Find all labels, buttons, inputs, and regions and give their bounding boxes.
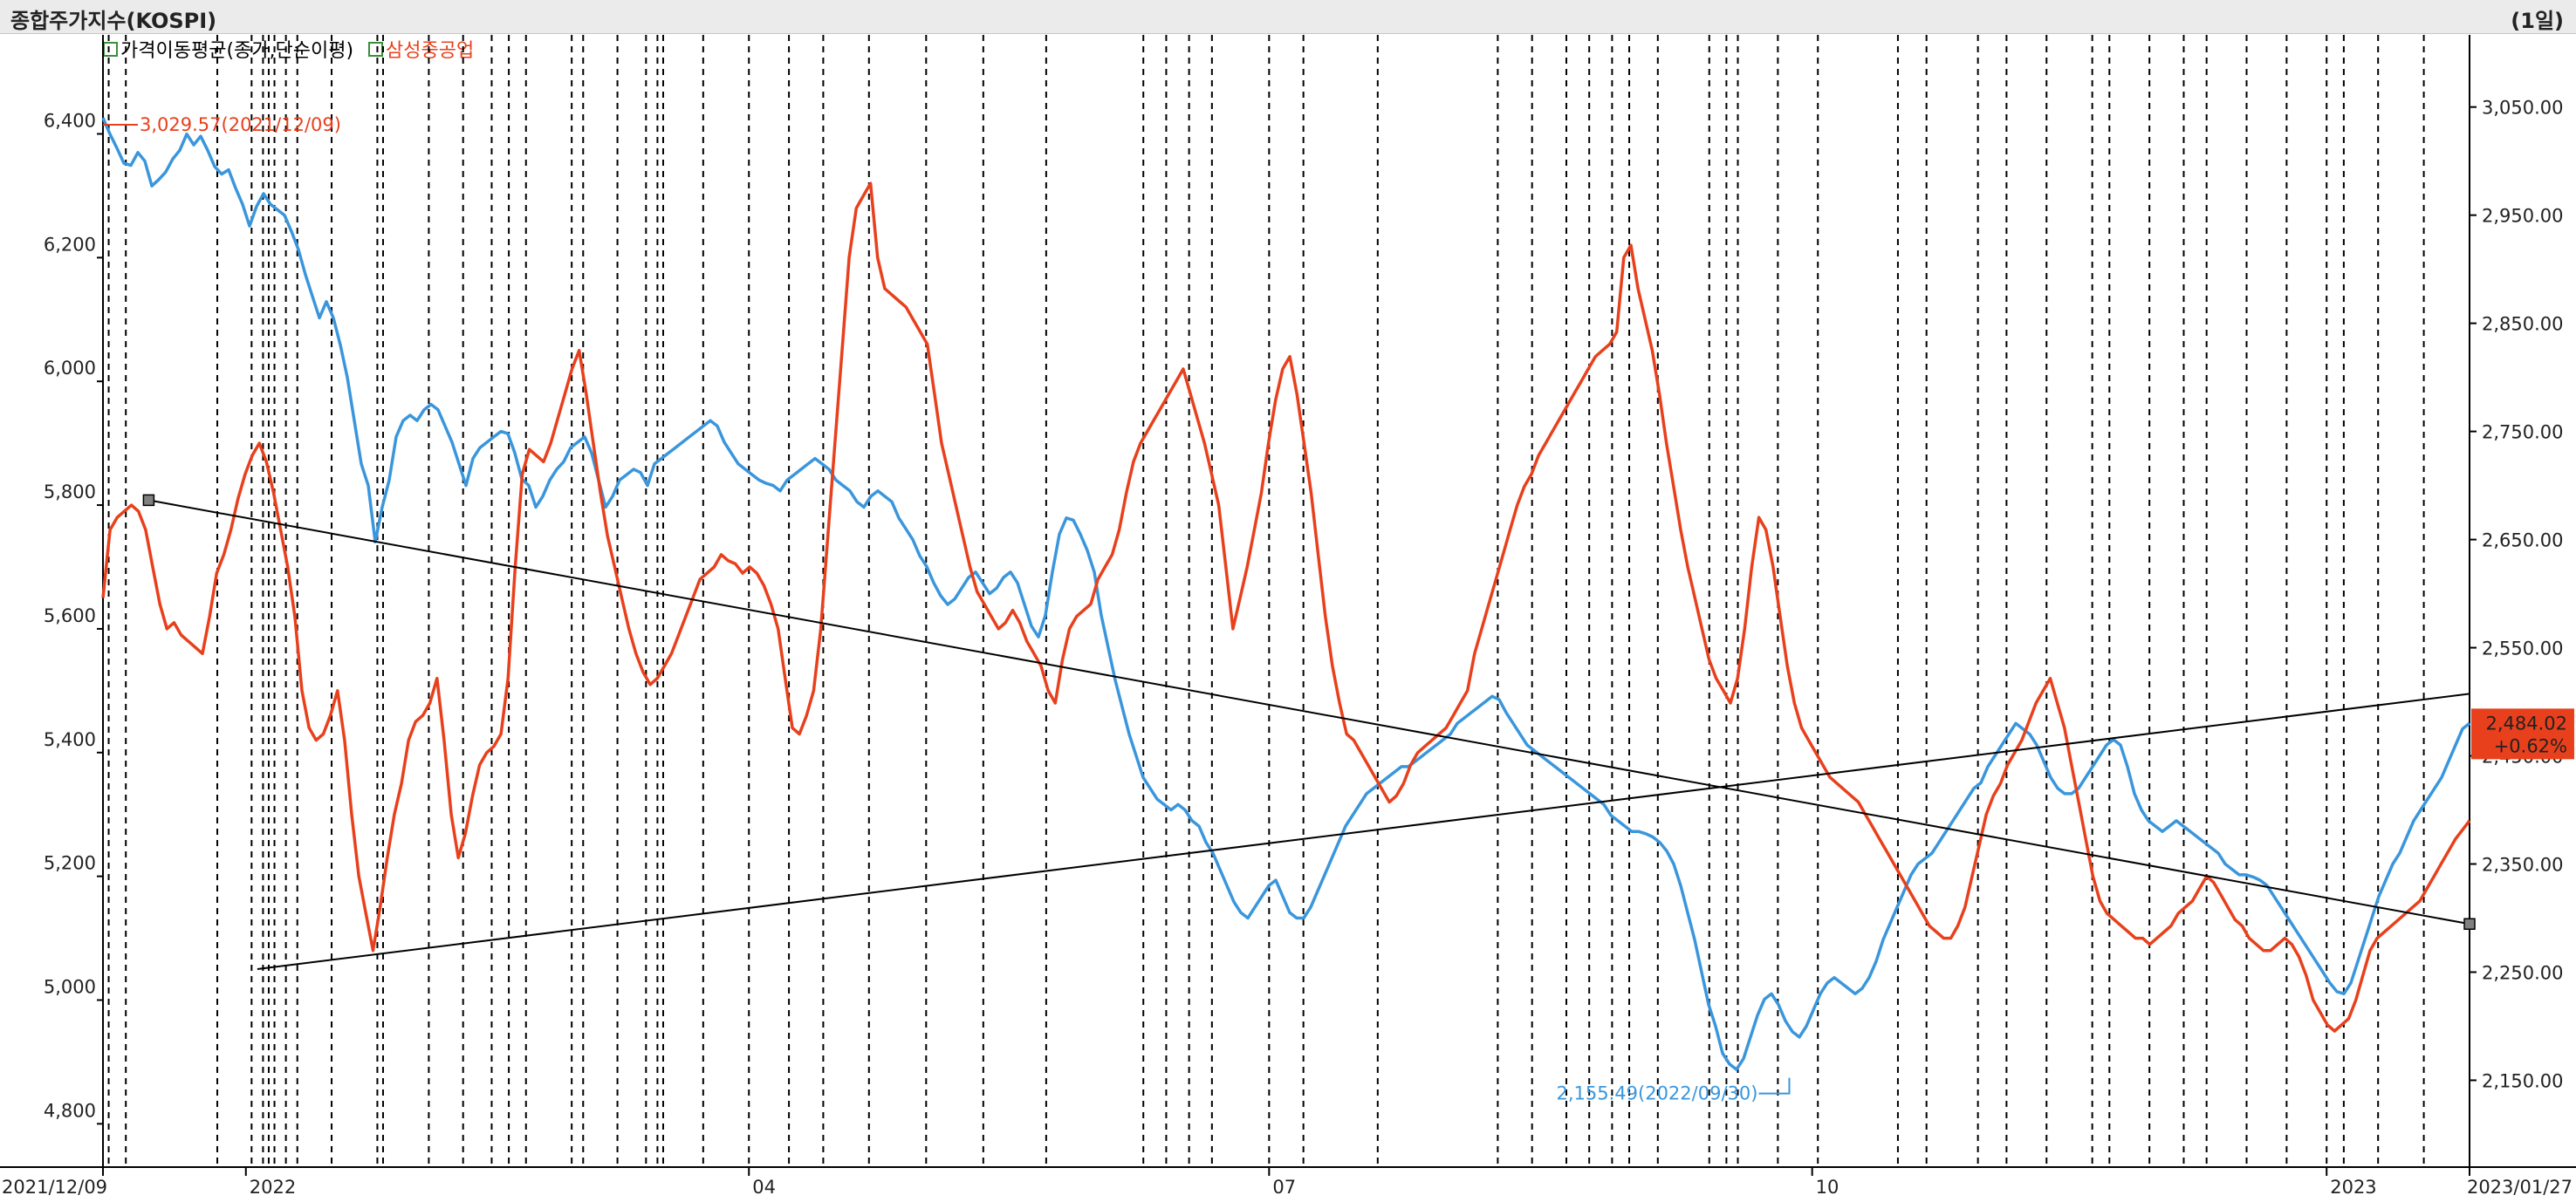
legend-label-samsung-heavy: 삼성중공업 [386,40,475,62]
labels-layer: 3,029.57(2021/12/09) 2,155.49(2022/09/30)… [103,114,2574,1104]
x-tick-label: 2022 [250,1177,296,1198]
chart-title: 종합주가지수(KOSPI) [10,9,217,33]
legend-label-moving-average: 가격이동평균(종가,단순이평) [120,40,354,62]
right-tick-label: 2,650.00 [2482,530,2564,551]
vertical-markers [107,35,2425,1167]
legend-item-moving-average[interactable]: 가격이동평균(종가,단순이평) [103,35,353,63]
right-tick-label: 2,350.00 [2482,855,2564,876]
x-tick-label: 07 [1272,1177,1296,1198]
left-tick-label: 6,400 [44,110,96,131]
series-layer [101,117,2476,1071]
series-line [101,181,2471,1033]
right-tick-label: 2,550.00 [2482,639,2564,659]
x-tick-label: 04 [752,1177,776,1198]
trendline [257,693,2470,971]
chart-header: 종합주가지수(KOSPI) (1일) [0,0,2576,34]
right-tick-label: 2,250.00 [2482,962,2564,983]
right-tick-label: 3,050.00 [2482,98,2564,119]
trendline-handle [142,494,155,507]
annotation-min-label: 2,155.49(2022/09/30) [1557,1083,1758,1104]
x-tick-label: 10 [1816,1177,1840,1198]
annotation-leader [1758,1077,1791,1095]
legend: 가격이동평균(종가,단순이평) 삼성중공업 [103,35,483,63]
annotation-max-label: 3,029.57(2021/12/09) [140,114,341,135]
period-label[interactable]: (1일) [2511,9,2564,33]
trendline-handle [2463,918,2476,930]
right-tick-label: 2,950.00 [2482,206,2564,227]
left-tick-label: 5,800 [44,481,96,502]
x-tick-label: 2023/01/27 [2467,1177,2573,1198]
last-value-label: 2,484.02 [2485,713,2567,734]
x-tick-label: 2023 [2330,1177,2376,1198]
trendline [148,499,2470,925]
axes: 6,400 6,200 6,000 5,800 5,600 5,400 5,200 5,000… [0,35,2576,1198]
right-tick-label: 2,750.00 [2482,422,2564,443]
left-tick-label: 5,200 [44,853,96,874]
last-value-badge [2471,708,2574,760]
left-tick-label: 6,000 [44,358,96,379]
left-tick-label: 5,400 [44,729,96,750]
left-tick-label: 5,600 [44,605,96,626]
right-tick-label: 2,850.00 [2482,314,2564,335]
x-tick-label: 2021/12/09 [2,1177,107,1198]
left-tick-label: 4,800 [44,1100,96,1121]
right-tick-label: 2,150.00 [2482,1070,2564,1091]
last-change-label: +0.62% [2494,735,2567,756]
left-tick-label: 5,000 [44,976,96,997]
series-line [101,117,2471,1071]
left-tick-label: 6,200 [44,234,96,255]
